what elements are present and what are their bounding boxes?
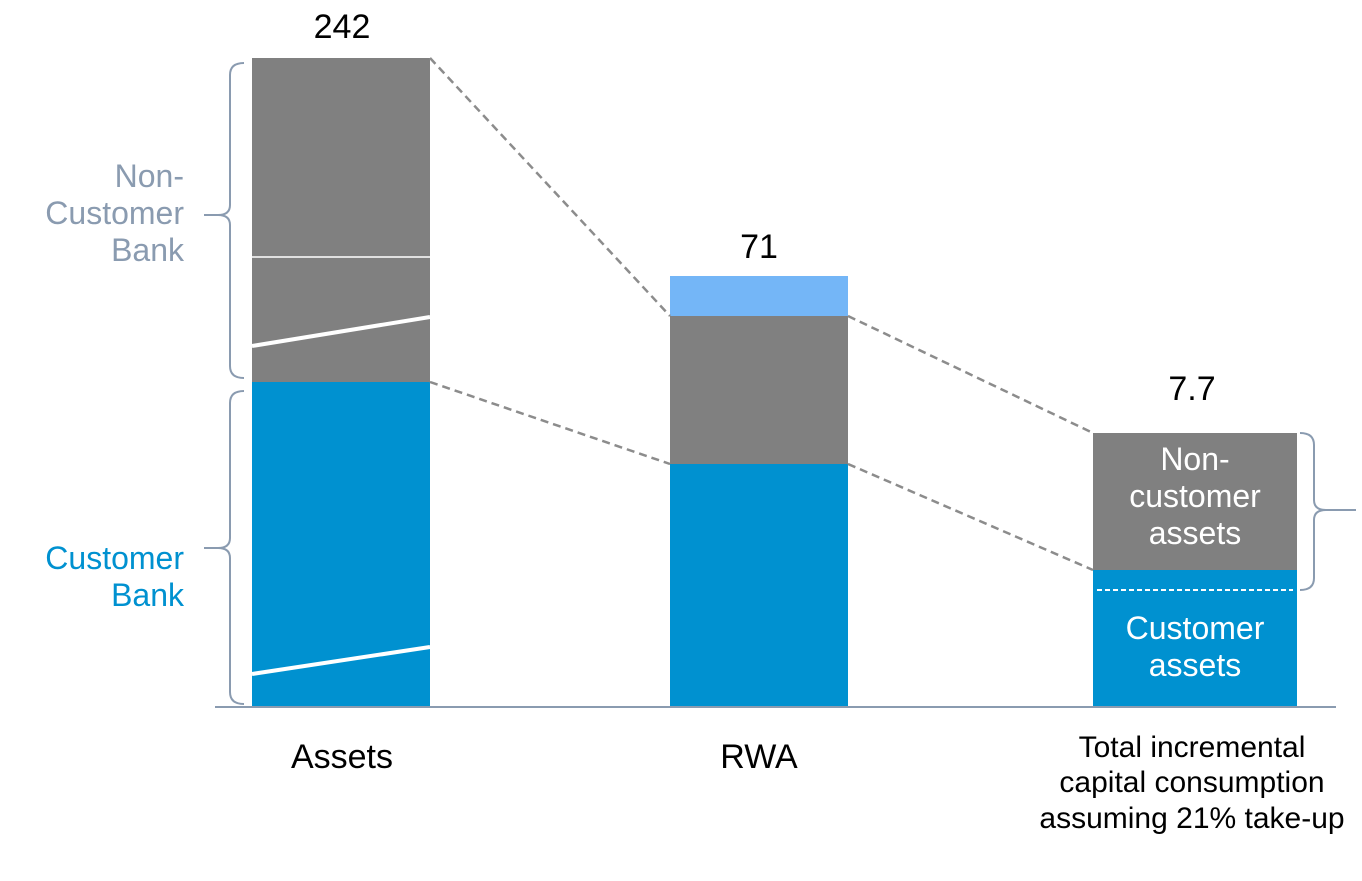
bracket-label: Non-Customer Bank [45, 158, 184, 268]
braces [204, 62, 1356, 705]
divider [251, 645, 431, 676]
bar-segment [670, 276, 848, 316]
connectors [429, 57, 1094, 572]
category-label: Assets [290, 738, 394, 776]
bar-segment [1093, 433, 1297, 570]
total-label: 7.7 [1168, 370, 1216, 408]
bracket-label: Customer Bank [45, 540, 184, 613]
bar-segment [1093, 570, 1297, 706]
segment-label: Non-customer assets [1129, 441, 1261, 551]
bar-segment [252, 382, 430, 706]
category-label: Total incremental capital consumption as… [1039, 731, 1345, 835]
total-label: 71 [740, 228, 778, 266]
category-label: RWA [720, 738, 798, 776]
bar-segment [670, 316, 848, 464]
segment-label: Customer assets [1125, 610, 1265, 683]
divider [251, 315, 431, 348]
total-label: 242 [313, 8, 371, 46]
bar-segment [670, 464, 848, 706]
bar-segment [252, 58, 430, 382]
